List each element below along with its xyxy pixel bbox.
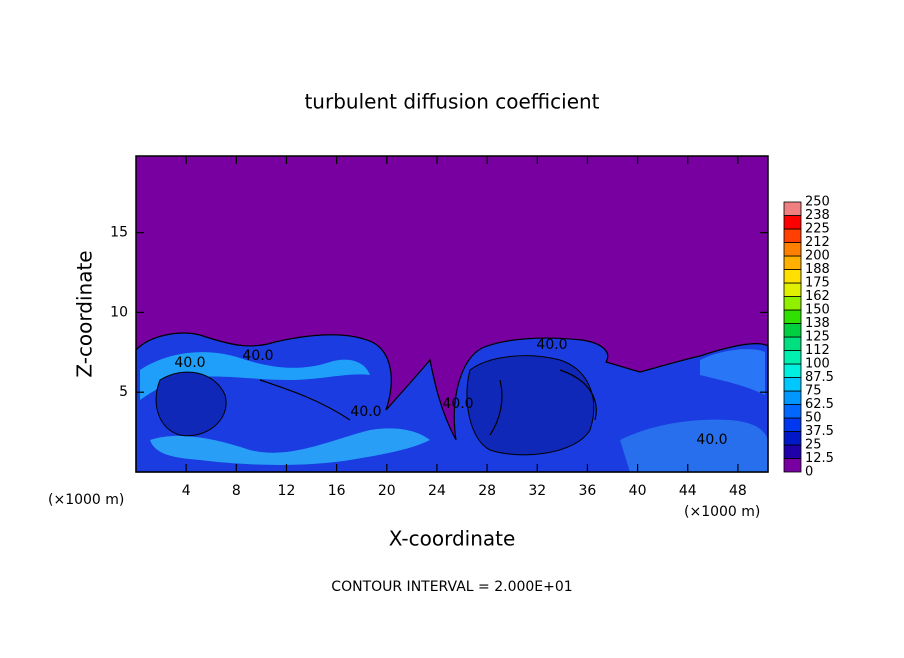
field-streak xyxy=(140,352,370,400)
contour-line xyxy=(489,379,503,436)
colorbar-label: 50 xyxy=(805,411,822,426)
y-tick-label: 15 xyxy=(110,225,128,241)
colorbar-box xyxy=(783,228,802,243)
x-tick-label: 4 xyxy=(182,483,191,499)
colorbar-label: 238 xyxy=(805,208,830,223)
colorbar-label: 250 xyxy=(805,195,830,210)
y-tick-label: 5 xyxy=(119,384,128,400)
field-eddy xyxy=(466,355,595,456)
colorbar-box xyxy=(783,215,802,230)
field-streak xyxy=(700,349,765,395)
colorbar-box xyxy=(783,336,802,351)
colorbar-box xyxy=(783,377,802,392)
colorbar-box xyxy=(783,255,802,270)
contour-label: 40.0 xyxy=(350,404,381,420)
colorbar-box xyxy=(783,282,802,297)
footer-note: CONTOUR INTERVAL = 2.000E+01 xyxy=(331,579,572,595)
x-tick-label: 16 xyxy=(328,483,346,499)
colorbar-label: 225 xyxy=(805,222,830,237)
colorbar-label: 100 xyxy=(805,357,830,372)
x-tick-label: 8 xyxy=(232,483,241,499)
colorbar-box xyxy=(783,363,802,378)
plot-frame xyxy=(135,155,769,473)
colorbar-label: 87.5 xyxy=(805,370,834,385)
colorbar-label: 0 xyxy=(805,465,813,480)
colorbar-label: 37.5 xyxy=(805,424,834,439)
x-axis-label: X-coordinate xyxy=(389,527,516,551)
colorbar-box xyxy=(783,431,802,446)
x-unit: (×1000 m) xyxy=(48,492,124,508)
colorbar-label: 25 xyxy=(805,438,822,453)
y-axis-label: Z-coordinate xyxy=(73,250,97,377)
x-tick-label: 40 xyxy=(629,483,647,499)
x-tick-label: 20 xyxy=(378,483,396,499)
colorbar-label: 188 xyxy=(805,262,830,277)
colorbar-label: 212 xyxy=(805,235,830,250)
field-eddy xyxy=(155,371,227,437)
colorbar-box xyxy=(783,242,802,257)
contour-label: 40.0 xyxy=(536,337,567,353)
colorbar-label: 200 xyxy=(805,249,830,264)
contour-label: 40.0 xyxy=(442,396,473,412)
contour-label: 40.0 xyxy=(174,355,205,371)
colorbar-label: 162 xyxy=(805,289,830,304)
x-unit: (×1000 m) xyxy=(684,504,760,520)
colorbar-box xyxy=(783,269,802,284)
colorbar-label: 62.5 xyxy=(805,397,834,412)
contour-label: 40.0 xyxy=(242,348,273,364)
colorbar-box xyxy=(783,309,802,324)
contour-label: 40.0 xyxy=(696,432,727,448)
colorbar-box xyxy=(783,201,802,216)
colorbar-box xyxy=(783,417,802,432)
colorbar-box xyxy=(783,404,802,419)
colorbar-box xyxy=(783,390,802,405)
colorbar-label: 12.5 xyxy=(805,451,834,466)
colorbar-box xyxy=(783,296,802,311)
field xyxy=(135,332,769,473)
colorbar-box xyxy=(783,323,802,338)
colorbar-label: 112 xyxy=(805,343,830,358)
colorbar-label: 175 xyxy=(805,276,830,291)
chart-title: turbulent diffusion coefficient xyxy=(304,90,599,114)
colorbar-box xyxy=(783,458,802,473)
colorbar-label: 138 xyxy=(805,316,830,331)
field-streak xyxy=(620,419,768,472)
contour-line xyxy=(259,379,351,421)
contour-line xyxy=(559,369,597,421)
x-tick-label: 24 xyxy=(428,483,446,499)
x-tick-label: 44 xyxy=(679,483,697,499)
x-tick-label: 36 xyxy=(579,483,597,499)
x-tick-label: 32 xyxy=(528,483,546,499)
x-tick-label: 12 xyxy=(278,483,296,499)
colorbar-label: 125 xyxy=(805,330,830,345)
x-tick-label: 28 xyxy=(478,483,496,499)
y-tick-label: 10 xyxy=(110,304,128,320)
colorbar-box xyxy=(783,444,802,459)
colorbar-box xyxy=(783,350,802,365)
field-streak xyxy=(150,428,430,465)
x-tick-label: 48 xyxy=(729,483,747,499)
colorbar-label: 75 xyxy=(805,384,822,399)
colorbar-label: 150 xyxy=(805,303,830,318)
